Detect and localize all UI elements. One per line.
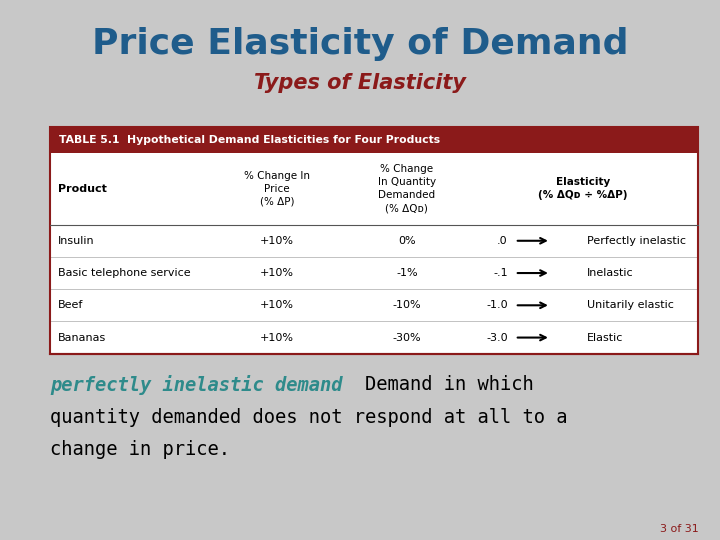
Text: +10%: +10% (260, 333, 294, 342)
Bar (50, 127, 698, 153)
Text: Product: Product (58, 184, 107, 194)
Text: +10%: +10% (260, 300, 294, 310)
Text: -1.0: -1.0 (486, 300, 508, 310)
Text: Insulin: Insulin (58, 236, 94, 246)
Text: Demand in which: Demand in which (50, 375, 534, 394)
Text: -.1: -.1 (493, 268, 508, 278)
Text: Price Elasticity of Demand: Price Elasticity of Demand (91, 27, 629, 61)
Text: Beef: Beef (58, 300, 83, 310)
Text: +10%: +10% (260, 268, 294, 278)
Text: 3 of 31: 3 of 31 (660, 523, 698, 534)
Text: perfectly inelastic demand: perfectly inelastic demand (50, 375, 343, 395)
Text: % Change In
Price
(% ΔP): % Change In Price (% ΔP) (244, 171, 310, 207)
Text: % Change
In Quantity
Demanded
(% ΔQᴅ): % Change In Quantity Demanded (% ΔQᴅ) (378, 164, 436, 213)
Text: 0%: 0% (398, 236, 415, 246)
Text: -1%: -1% (396, 268, 418, 278)
Text: Basic telephone service: Basic telephone service (58, 268, 190, 278)
Text: change in price.: change in price. (50, 440, 230, 459)
Text: -3.0: -3.0 (486, 333, 508, 342)
Text: -10%: -10% (392, 300, 421, 310)
Text: Types of Elasticity: Types of Elasticity (254, 73, 466, 93)
Text: TABLE 5.1  Hypothetical Demand Elasticities for Four Products: TABLE 5.1 Hypothetical Demand Elasticiti… (59, 135, 440, 145)
Text: Unitarily elastic: Unitarily elastic (587, 300, 674, 310)
Text: Elastic: Elastic (587, 333, 624, 342)
Text: Perfectly inelastic: Perfectly inelastic (587, 236, 686, 246)
Text: .0: .0 (497, 236, 508, 246)
Text: +10%: +10% (260, 236, 294, 246)
Text: Bananas: Bananas (58, 333, 106, 342)
Bar (50, 153, 698, 354)
Bar (50, 127, 698, 354)
Text: Elasticity
(% ΔQᴅ ÷ %ΔP): Elasticity (% ΔQᴅ ÷ %ΔP) (539, 177, 628, 200)
Text: Inelastic: Inelastic (587, 268, 634, 278)
Text: quantity demanded does not respond at all to a: quantity demanded does not respond at al… (50, 408, 568, 427)
Text: -30%: -30% (392, 333, 421, 342)
